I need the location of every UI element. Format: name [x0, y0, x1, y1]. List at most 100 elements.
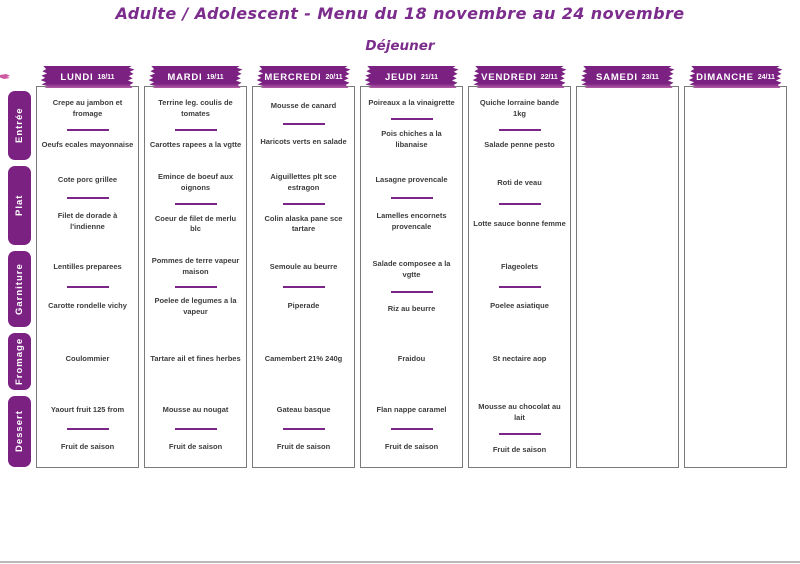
item-separator — [174, 128, 217, 131]
category-tab-entree: Entrée — [8, 91, 31, 160]
menu-item: Oeufs ecales mayonnaise — [41, 139, 134, 149]
item-separator — [174, 427, 217, 430]
menu-item: Haricots verts en salade — [260, 136, 347, 146]
menu-item: Pommes de terre vapeur maison — [151, 256, 240, 277]
menu-item: Coulommier — [65, 353, 110, 363]
menu-item: Mousse au nougat — [162, 404, 229, 414]
menu-item: Fruit de saison — [276, 441, 331, 451]
category-tab-wrap-garniture: Garniture — [8, 248, 31, 330]
item-separator — [282, 123, 325, 126]
menu-item: Camembert 21% 240g — [264, 353, 343, 363]
day-column-jeudi: JEUDI 21/11 Poireaux a la vinaigrette Poi… — [360, 66, 463, 470]
day-menu-box: Crepe au jambon et fromage Oeufs ecales m… — [36, 86, 139, 468]
meal-subtitle: Déjeuner — [365, 38, 435, 54]
menu-section-entree: Mousse de canard Haricots verts en salade — [253, 87, 354, 162]
day-menu-box: Poireaux a la vinaigrette Pois chiches a … — [360, 86, 463, 468]
item-separator — [282, 285, 325, 288]
menu-section-dessert: Flan nappe caramel Fruit de saison — [361, 390, 462, 467]
item-separator — [498, 433, 541, 436]
item-separator — [390, 427, 433, 430]
day-column-lundi: LUNDI 18/11 Crepe au jambon et fromage Oe… — [36, 66, 139, 470]
day-name-label: DIMANCHE — [696, 71, 754, 83]
menu-item: Mousse de canard — [270, 100, 337, 110]
day-menu-box — [684, 86, 787, 468]
menu-section-dessert: Mousse au chocolat au lait Fruit de saiso… — [469, 390, 570, 467]
menu-item: Fruit de saison — [492, 444, 547, 454]
day-date-label: 18/11 — [97, 73, 115, 81]
category-tab-wrap-plat: Plat — [8, 163, 31, 248]
menu-item: Gateau basque — [276, 404, 331, 414]
menu-section-fromage: Camembert 21% 240g — [253, 328, 354, 391]
menu-item: Crepe au jambon et fromage — [52, 97, 123, 118]
menu-section-dessert — [577, 390, 678, 467]
menu-item: Quiche lorraine bande 1kg — [479, 97, 560, 118]
menu-section-entree: Quiche lorraine bande 1kg Salade penne pe… — [469, 87, 570, 162]
menu-item: Pois chiches a la libanaise — [381, 128, 442, 149]
menu-item: Salade penne pesto — [484, 139, 555, 149]
item-separator — [282, 427, 325, 430]
menu-section-fromage — [685, 328, 786, 391]
menu-item: Fruit de saison — [60, 441, 115, 451]
menu-section-plat: Cote porc grillee Filet de dorade à l'ind… — [37, 162, 138, 247]
item-separator — [282, 202, 325, 205]
menu-item: Cote porc grillee — [57, 175, 118, 185]
menu-section-plat: Aiguillettes plt sce estragon Colin alask… — [253, 162, 354, 247]
item-separator — [390, 291, 433, 294]
day-date-label: 20/11 — [325, 73, 343, 81]
category-tab-wrap-dessert: Dessert — [8, 393, 31, 470]
menu-grid: Entrée Plat Garniture Fromage Dessert LUNDI … — [8, 66, 787, 470]
menu-section-plat: Roti de veau Lotte sauce bonne femme — [469, 162, 570, 247]
menu-item: Poelee asiatique — [490, 301, 549, 311]
category-tab-dessert: Dessert — [8, 396, 31, 467]
days-grid: LUNDI 18/11 Crepe au jambon et fromage Oe… — [36, 66, 787, 470]
menu-section-dessert: Gateau basque Fruit de saison — [253, 390, 354, 467]
item-separator — [498, 285, 541, 288]
item-separator — [66, 128, 109, 131]
menu-item: Tartare ail et fines herbes — [150, 353, 241, 363]
page-title: Adulte / Adolescent - Menu du 18 novembr… — [115, 4, 685, 23]
item-separator — [390, 197, 433, 200]
category-tab-plat: Plat — [8, 166, 31, 245]
menu-item: Poireaux a la vinaigrette — [368, 97, 455, 107]
menu-section-garniture — [685, 246, 786, 328]
day-name-label: VENDREDI — [481, 71, 537, 83]
day-column-mercredi: MERCREDI 20/11 Mousse de canard Haricots … — [252, 66, 355, 470]
menu-section-plat — [577, 162, 678, 247]
day-date-label: 22/11 — [540, 73, 558, 81]
day-header-badge: LUNDI 18/11 — [40, 66, 135, 88]
day-date-label: 21/11 — [420, 73, 439, 81]
menu-item: Colin alaska pane sce tartare — [264, 213, 343, 234]
item-separator — [498, 202, 541, 205]
item-separator — [498, 128, 541, 131]
day-name-label: MARDI — [167, 71, 203, 83]
menu-item: St nectaire aop — [492, 353, 547, 363]
item-separator — [174, 285, 217, 288]
day-date-label: 23/11 — [641, 73, 659, 81]
day-column-samedi: SAMEDI 23/11 — [576, 66, 679, 470]
day-menu-box — [576, 86, 679, 468]
day-date-label: 19/11 — [206, 73, 224, 81]
menu-section-plat: Lasagne provencale Lamelles encornets pro… — [361, 162, 462, 247]
menu-section-dessert — [685, 390, 786, 467]
day-column-dimanche: DIMANCHE 24/11 — [684, 66, 787, 470]
menu-item: Poelee de legumes a la vapeur — [154, 295, 237, 316]
menu-section-entree: Crepe au jambon et fromage Oeufs ecales m… — [37, 87, 138, 162]
menu-section-dessert: Mousse au nougat Fruit de saison — [145, 390, 246, 467]
menu-item: Carotte rondelle vichy — [48, 301, 127, 311]
day-column-vendredi: VENDREDI 22/11 Quiche lorraine bande 1kg… — [468, 66, 571, 470]
menu-section-entree: Poireaux a la vinaigrette Pois chiches a … — [361, 87, 462, 162]
menu-item: Riz au beurre — [387, 304, 436, 314]
menu-section-plat: Emince de boeuf aux oignons Coeur de file… — [145, 162, 246, 247]
day-name-label: SAMEDI — [596, 71, 638, 83]
menu-item: Flan nappe caramel — [376, 404, 447, 414]
day-name-label: LUNDI — [60, 71, 94, 83]
menu-section-garniture: Semoule au beurre Piperade — [253, 246, 354, 328]
item-separator — [174, 202, 217, 205]
menu-item: Fruit de saison — [168, 441, 223, 451]
item-separator — [390, 117, 433, 120]
day-date-label: 24/11 — [757, 73, 775, 81]
menu-item: Mousse au chocolat au lait — [478, 401, 561, 422]
menu-item: Fruit de saison — [384, 441, 439, 451]
menu-section-dessert: Yaourt fruit 125 from Fruit de saison — [37, 390, 138, 467]
category-sidebar: Entrée Plat Garniture Fromage Dessert — [8, 88, 31, 470]
